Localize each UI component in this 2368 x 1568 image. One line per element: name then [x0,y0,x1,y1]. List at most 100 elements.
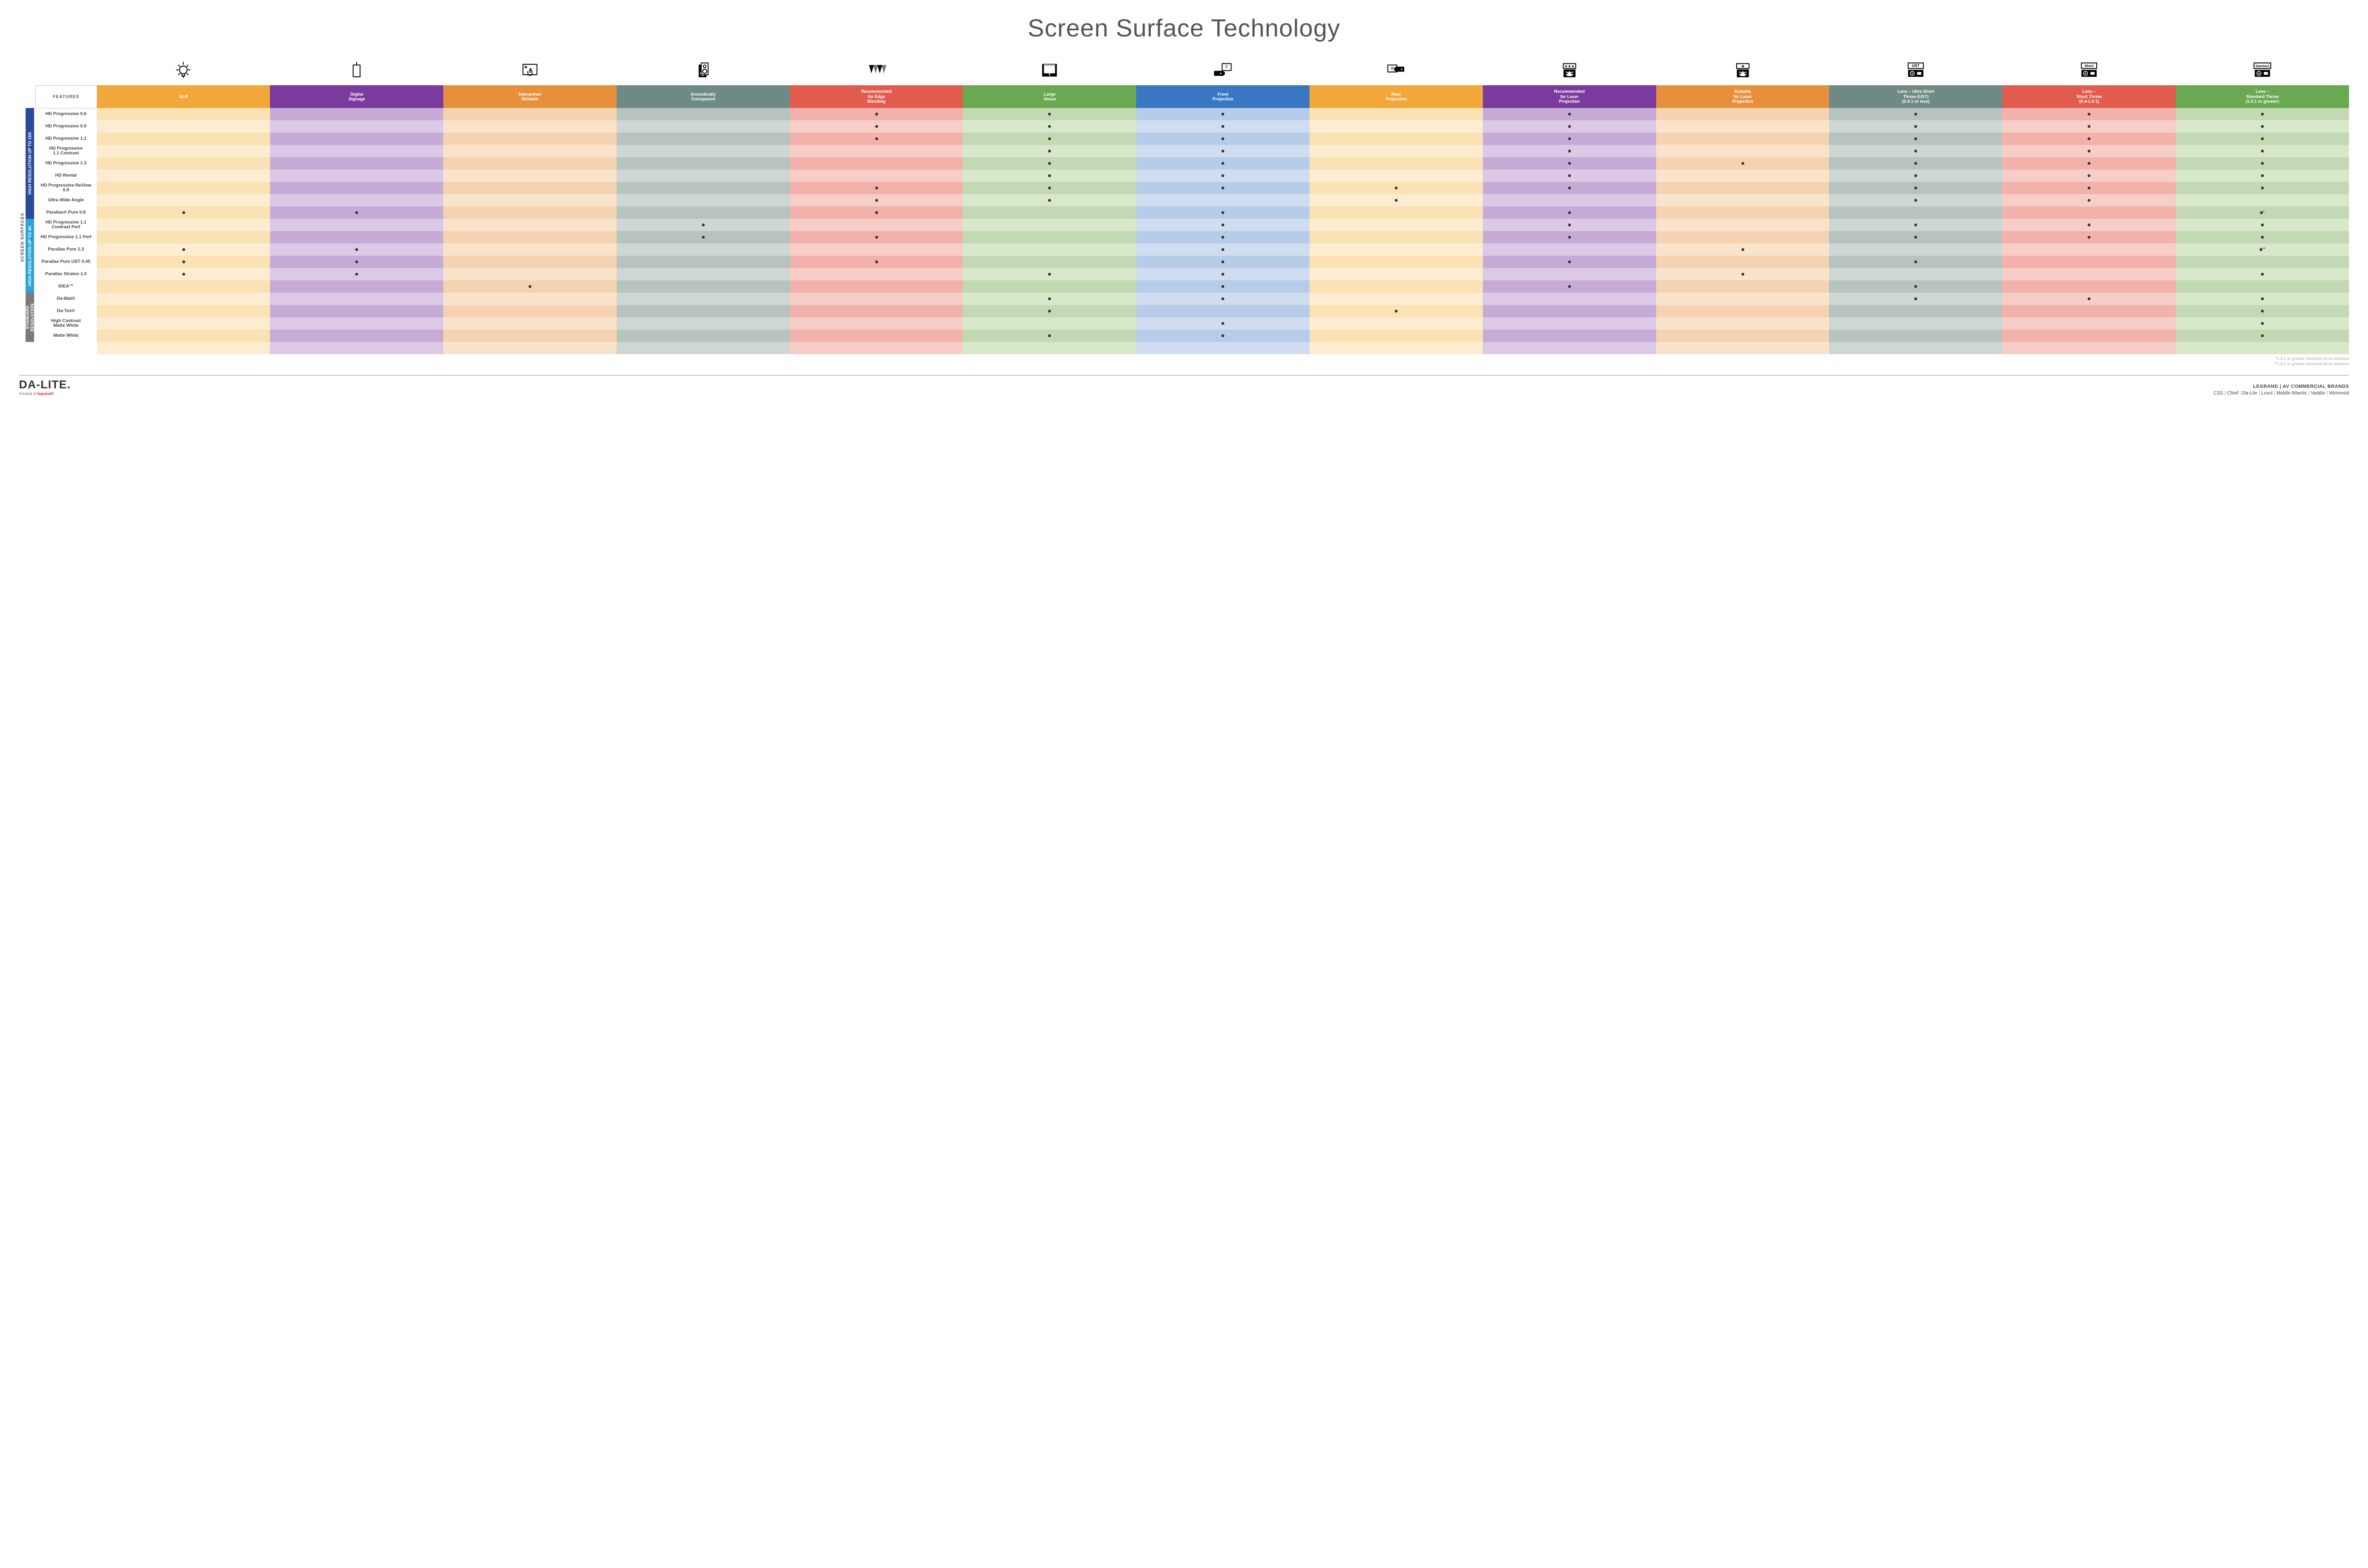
feature-cell [617,256,790,268]
row-label: HD Rental [36,170,97,182]
row-label: HD Progressive ReView 0.9 [36,182,97,194]
feature-cell [1310,108,1483,120]
feature-cell [963,268,1136,280]
column-icon: Short [2002,57,2176,85]
column-header: LargeVenue [963,85,1136,108]
feature-cell [2002,206,2176,219]
feature-cell [1829,280,2002,293]
feature-cell [2176,256,2349,268]
feature-cell [1656,206,1830,219]
feature-cell [270,293,443,305]
feature-cell [97,317,270,330]
column-header: FrontProjection [1136,85,1310,108]
feature-cell [1829,157,2002,170]
feature-cell [790,194,963,206]
feature-cell [1136,231,1310,243]
feature-cell [1829,317,2002,330]
row-label: Da-Mat® [36,293,97,305]
column-icon: R [1310,57,1483,85]
feature-cell [1829,256,2002,268]
feature-cell [1310,194,1483,206]
feature-cell [270,170,443,182]
feature-cell [790,330,963,342]
row-label: HD Progressive 0.9 [36,120,97,133]
feature-cell [1483,145,1656,157]
feature-cell [963,231,1136,243]
feature-cell [2176,219,2349,231]
feature-cell [2002,157,2176,170]
category-label: STANDARD RESOLUTION [26,293,34,342]
feature-cell [2176,231,2349,243]
feature-cell [790,182,963,194]
feature-cell [790,231,963,243]
svg-text:UST: UST [1912,63,1920,68]
feature-cell [1310,268,1483,280]
feature-cell: ** [2176,243,2349,256]
feature-cell [2002,120,2176,133]
feature-cell [1136,194,1310,206]
feature-cell [97,231,270,243]
feature-cell [97,256,270,268]
feature-cell [1310,182,1483,194]
feature-cell [1483,280,1656,293]
feature-cell [1656,256,1830,268]
feature-cell [270,133,443,145]
feature-cell [1310,170,1483,182]
feature-cell [1656,293,1830,305]
feature-cell [617,170,790,182]
feature-cell [1310,206,1483,219]
column-icon: ★ [1656,57,1830,85]
svg-text:R: R [1391,66,1394,71]
feature-cell [270,219,443,231]
feature-cell [443,108,617,120]
feature-cell [2002,219,2176,231]
feature-cell [790,206,963,219]
feature-cell [2002,256,2176,268]
feature-cell [617,108,790,120]
column-icon: Standard [2176,57,2349,85]
row-label: Parallax Pure UST 0.45 [36,256,97,268]
feature-cell [97,293,270,305]
feature-cell [617,194,790,206]
feature-cell [790,157,963,170]
feature-cell [1656,170,1830,182]
feature-cell [443,120,617,133]
feature-cell [1483,170,1656,182]
feature-cell [2002,305,2176,317]
feature-cell [2002,108,2176,120]
feature-cell [617,182,790,194]
feature-cell [443,293,617,305]
feature-cell [443,317,617,330]
feature-cell [963,133,1136,145]
feature-cell [1829,305,2002,317]
feature-cell [1829,133,2002,145]
feature-cell [2176,280,2349,293]
feature-cell [443,133,617,145]
feature-cell [617,157,790,170]
feature-cell [97,206,270,219]
feature-cell [270,317,443,330]
feature-cell [1829,206,2002,219]
feature-cell [1483,330,1656,342]
feature-cell [1310,231,1483,243]
feature-cell [270,120,443,133]
feature-cell [2002,194,2176,206]
feature-cell [97,194,270,206]
feature-cell [1483,256,1656,268]
feature-cell [270,182,443,194]
feature-cell [443,145,617,157]
column-header: DigitalSignage [270,85,443,108]
feature-cell [1829,120,2002,133]
row-label: IDEA™ [36,280,97,293]
feature-cell [2002,133,2176,145]
row-label: HD Progressive 1.1Contrast Perf [36,219,97,231]
feature-cell [1136,108,1310,120]
feature-cell [1310,330,1483,342]
feature-cell [1656,157,1830,170]
feature-cell [2002,280,2176,293]
feature-cell [963,170,1136,182]
feature-cell [617,133,790,145]
feature-cell [443,157,617,170]
features-header: FEATURES [36,85,97,108]
column-header: ALR [97,85,270,108]
